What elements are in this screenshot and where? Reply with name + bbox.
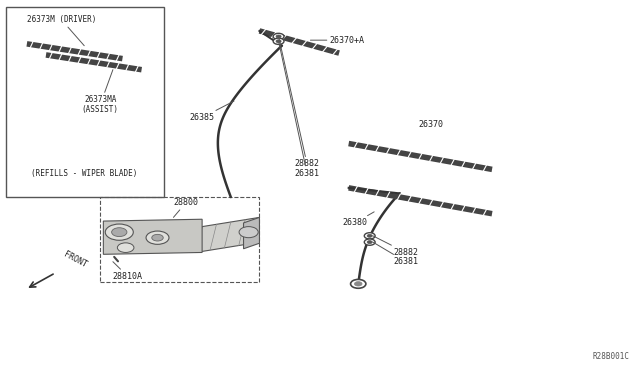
Polygon shape xyxy=(103,219,202,254)
Bar xyxy=(6,7,164,197)
Text: 28882: 28882 xyxy=(373,236,419,257)
Text: R28B001C: R28B001C xyxy=(592,352,629,361)
Text: (REFILLS - WIPER BLADE): (REFILLS - WIPER BLADE) xyxy=(31,169,138,177)
Circle shape xyxy=(105,224,133,240)
Text: 26370+A: 26370+A xyxy=(310,36,365,45)
Circle shape xyxy=(152,234,163,241)
Text: 26370: 26370 xyxy=(419,120,444,129)
Circle shape xyxy=(355,282,362,286)
Circle shape xyxy=(239,227,258,238)
Text: 26381: 26381 xyxy=(278,41,319,177)
Text: 28810A: 28810A xyxy=(113,262,143,281)
Circle shape xyxy=(273,33,284,39)
Bar xyxy=(100,197,259,282)
Polygon shape xyxy=(196,217,259,253)
Text: 26385: 26385 xyxy=(189,101,234,122)
Circle shape xyxy=(117,243,134,253)
Circle shape xyxy=(111,228,127,237)
Polygon shape xyxy=(244,217,259,249)
Circle shape xyxy=(367,234,372,237)
Circle shape xyxy=(351,279,366,288)
Circle shape xyxy=(367,241,372,244)
Circle shape xyxy=(364,233,375,239)
Circle shape xyxy=(146,231,169,244)
Text: 28800: 28800 xyxy=(173,198,198,217)
Text: 26373M (DRIVER): 26373M (DRIVER) xyxy=(27,15,96,46)
Circle shape xyxy=(276,40,281,43)
Text: 26381: 26381 xyxy=(373,242,419,266)
Text: 28882: 28882 xyxy=(278,36,319,169)
Circle shape xyxy=(276,35,281,38)
Text: 26380: 26380 xyxy=(342,212,374,227)
Text: FRONT: FRONT xyxy=(62,249,88,269)
Circle shape xyxy=(273,38,284,44)
Circle shape xyxy=(364,239,375,245)
Text: 26373MA
(ASSIST): 26373MA (ASSIST) xyxy=(82,70,118,115)
